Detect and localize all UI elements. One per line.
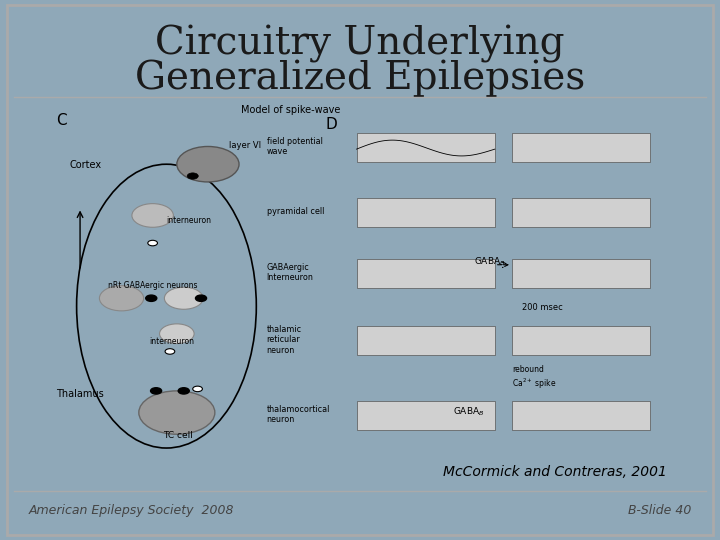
Text: B-Slide 40: B-Slide 40	[629, 504, 692, 517]
Text: thalamocortical
neuron: thalamocortical neuron	[266, 405, 330, 424]
Circle shape	[148, 240, 158, 246]
FancyBboxPatch shape	[356, 401, 495, 430]
Text: Thalamus: Thalamus	[56, 389, 104, 399]
Text: D: D	[325, 117, 337, 132]
Circle shape	[196, 295, 207, 301]
Text: Circuitry Underlying: Circuitry Underlying	[156, 25, 564, 63]
Text: pyramidal cell: pyramidal cell	[266, 207, 324, 216]
FancyBboxPatch shape	[512, 401, 650, 430]
FancyBboxPatch shape	[356, 326, 495, 355]
Text: Model of spike-wave: Model of spike-wave	[241, 105, 341, 115]
Text: nRt GABAergic neurons: nRt GABAergic neurons	[108, 281, 197, 291]
Text: American Epilepsy Society  2008: American Epilepsy Society 2008	[28, 504, 234, 517]
Circle shape	[132, 204, 174, 227]
FancyBboxPatch shape	[356, 133, 495, 162]
Circle shape	[160, 324, 194, 343]
Circle shape	[193, 386, 202, 391]
FancyBboxPatch shape	[512, 133, 650, 162]
Circle shape	[165, 349, 175, 354]
Text: GABA$_B$: GABA$_B$	[474, 256, 505, 268]
Circle shape	[99, 286, 144, 311]
Text: C: C	[56, 113, 66, 128]
Circle shape	[164, 287, 203, 309]
Circle shape	[145, 295, 157, 301]
Text: interneuron: interneuron	[166, 217, 212, 225]
Text: McCormick and Contreras, 2001: McCormick and Contreras, 2001	[443, 464, 667, 478]
Circle shape	[150, 388, 161, 394]
Text: GABAergic
Interneuron: GABAergic Interneuron	[266, 263, 314, 282]
Text: GABA$_B$: GABA$_B$	[454, 406, 485, 418]
Text: rebound
Ca$^{2+}$ spike: rebound Ca$^{2+}$ spike	[512, 366, 557, 391]
Text: layer VI: layer VI	[229, 141, 261, 151]
Text: interneuron: interneuron	[149, 336, 194, 346]
Circle shape	[187, 173, 198, 179]
Text: Generalized Epilepsies: Generalized Epilepsies	[135, 59, 585, 97]
Circle shape	[139, 391, 215, 434]
Text: thalamic
reticular
neuron: thalamic reticular neuron	[266, 325, 302, 355]
FancyBboxPatch shape	[356, 198, 495, 227]
Text: 200 msec: 200 msec	[523, 303, 563, 312]
Circle shape	[177, 146, 239, 182]
FancyBboxPatch shape	[512, 326, 650, 355]
Text: TC cell: TC cell	[163, 431, 193, 440]
FancyBboxPatch shape	[512, 259, 650, 288]
FancyBboxPatch shape	[356, 259, 495, 288]
FancyBboxPatch shape	[512, 198, 650, 227]
Text: field potential
wave: field potential wave	[266, 137, 323, 156]
Circle shape	[179, 388, 189, 394]
Text: Cortex: Cortex	[70, 160, 102, 170]
